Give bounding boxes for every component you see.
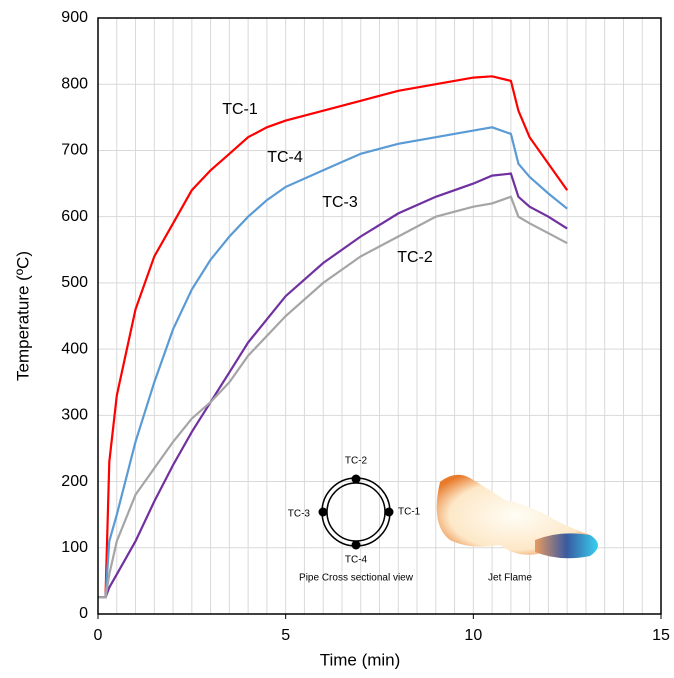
series-line	[98, 195, 568, 599]
sensor-label: TC-3	[288, 509, 311, 520]
jet-core	[535, 533, 598, 559]
sensor-dot	[318, 507, 328, 517]
flame-caption: Jet Flame	[488, 573, 532, 584]
x-tick-label: 15	[652, 627, 670, 644]
y-tick-label: 500	[61, 274, 88, 291]
series-label: TC-3	[322, 194, 358, 211]
sensor-dot	[351, 540, 361, 550]
inset-caption: Pipe Cross sectional view	[299, 573, 414, 584]
sensor-label: TC-2	[345, 456, 368, 467]
series-label: TC-4	[267, 149, 303, 166]
y-tick-label: 900	[61, 9, 88, 26]
x-tick-label: 10	[464, 627, 482, 644]
series-line	[98, 172, 568, 599]
x-axis-label: Time (min)	[320, 650, 401, 669]
y-tick-label: 200	[61, 473, 88, 490]
series-line	[98, 75, 569, 599]
series-label: TC-2	[397, 249, 433, 266]
sensor-dot	[384, 507, 394, 517]
y-tick-label: 700	[61, 142, 88, 159]
y-tick-label: 600	[61, 208, 88, 225]
y-tick-label: 100	[61, 539, 88, 556]
series-label: TC-1	[222, 101, 258, 118]
sensor-dot	[351, 474, 361, 484]
sensor-label: TC-4	[345, 555, 368, 566]
y-tick-label: 0	[79, 605, 88, 622]
x-tick-label: 5	[281, 627, 290, 644]
y-tick-label: 800	[61, 75, 88, 92]
y-tick-label: 300	[61, 407, 88, 424]
pipe-inner	[326, 482, 386, 542]
y-tick-label: 400	[61, 340, 88, 357]
inset: TC-2 TC-3 TC-1 TC-4 Pipe Cross sectional…	[288, 456, 598, 584]
x-tick-label: 0	[94, 627, 103, 644]
sensor-label: TC-1	[398, 507, 421, 518]
series-line	[98, 126, 568, 599]
y-axis-label: Temperature (ºC)	[13, 251, 32, 381]
plot-frame	[97, 17, 662, 615]
